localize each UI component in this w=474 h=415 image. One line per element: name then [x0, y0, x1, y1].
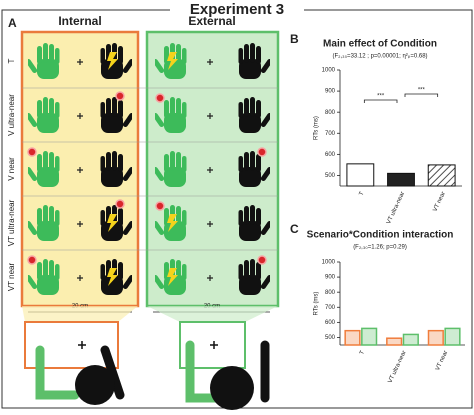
row-label: T: [7, 58, 16, 63]
visual-stimulus: [27, 147, 37, 157]
visual-stimulus: [155, 201, 165, 211]
touch-stimulus: [167, 52, 178, 70]
column-label: Internal: [58, 14, 101, 28]
bar: [427, 329, 444, 346]
visual-stimulus: [155, 93, 165, 103]
column-label: External: [188, 14, 235, 28]
x-tick-label: VT near: [435, 350, 449, 372]
significance-label: ***: [377, 94, 385, 100]
panel-label: B: [290, 32, 299, 46]
plus: [207, 167, 213, 173]
y-tick-label: 1000: [322, 68, 336, 74]
y-tick-label: 700: [325, 131, 336, 137]
plus: [207, 221, 213, 227]
row-label: VT ultra-near: [7, 199, 16, 246]
visual-stimulus: [257, 255, 267, 265]
bar: [346, 163, 375, 187]
y-axis-label: RTs (ms): [314, 292, 320, 316]
y-tick-label: 500: [325, 173, 336, 179]
visual-stimulus: [115, 91, 125, 101]
y-tick-label: 800: [325, 110, 336, 116]
visual-stimulus: [27, 255, 37, 265]
title-bg: [170, 1, 304, 19]
row-label: V near: [7, 157, 16, 181]
touch-stimulus: [107, 268, 118, 286]
y-tick-label: 500: [325, 335, 336, 341]
x-tick-label: T: [359, 350, 366, 356]
plus: [77, 167, 83, 173]
bar: [386, 337, 403, 346]
bar: [387, 172, 415, 187]
plus: [207, 59, 213, 65]
significance-bracket: [363, 99, 398, 103]
bar: [444, 327, 461, 346]
bar: [344, 329, 361, 346]
plus: [207, 113, 213, 119]
setup-sketch: [22, 306, 278, 410]
chart-title: Main effect of Condition: [323, 39, 437, 50]
chart-subtitle: (F₂,₃₀=33.12 ; p=0.00001; η²ₚ=0.68): [332, 54, 427, 60]
x-tick-label: VT ultra-near: [386, 191, 406, 225]
chart-title: Scenario*Condition interaction: [307, 230, 454, 241]
plus: [77, 275, 83, 281]
y-axis-label: RTs (ms): [314, 116, 320, 140]
row-label: VT near: [7, 263, 16, 292]
y-tick-label: 600: [325, 320, 336, 326]
significance-bracket: [404, 93, 439, 97]
figure-title: Experiment 3: [190, 1, 284, 18]
row-label: V ultra-near: [7, 94, 16, 136]
touch-stimulus: [107, 52, 118, 70]
bar: [402, 333, 419, 346]
trial-rows: [22, 43, 278, 295]
y-tick-label: 700: [325, 305, 336, 311]
plus: [207, 275, 213, 281]
bar: [361, 327, 378, 346]
plus: [77, 113, 83, 119]
x-tick-label: T: [359, 191, 366, 197]
y-tick-label: 600: [325, 152, 336, 158]
panel-label: A: [8, 16, 17, 30]
touch-stimulus: [107, 214, 118, 232]
touch-stimulus: [167, 268, 178, 286]
chart-subtitle: (F₂,₃₀=1.26; p=0.29): [353, 245, 407, 251]
touch-stimulus: [167, 214, 178, 232]
bar: [427, 164, 456, 187]
visual-stimulus: [257, 147, 267, 157]
y-tick-label: 1000: [322, 260, 336, 266]
significance-label: ***: [418, 88, 426, 94]
y-tick-label: 900: [325, 275, 336, 281]
x-tick-label: VT ultra-near: [388, 350, 408, 384]
x-tick-label: VT near: [432, 191, 446, 213]
plus: [77, 221, 83, 227]
y-tick-label: 800: [325, 290, 336, 296]
y-tick-label: 900: [325, 89, 336, 95]
visual-stimulus: [115, 199, 125, 209]
plus: [77, 59, 83, 65]
panel-label: C: [290, 222, 299, 236]
